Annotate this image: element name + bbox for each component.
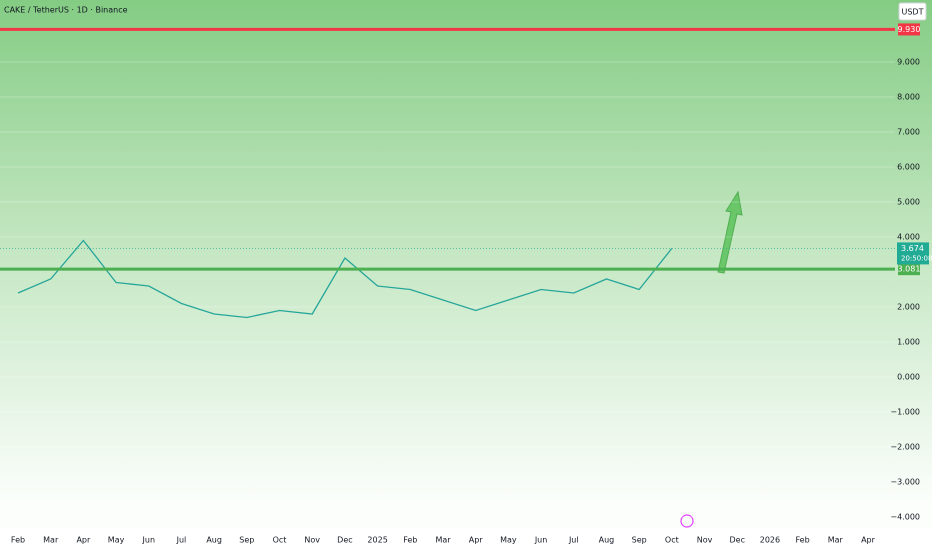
- arrow: [717, 190, 743, 274]
- y-tick-label: 5.000: [897, 197, 920, 206]
- x-tick-label: Jul: [176, 536, 187, 545]
- countdown: 20:50:08: [901, 254, 932, 262]
- x-tick-label: Oct: [665, 536, 679, 545]
- x-tick-label: Jun: [534, 536, 548, 545]
- x-tick-label: Nov: [697, 536, 713, 545]
- level-label: 9.930: [898, 25, 921, 34]
- chart-title: CAKE / TetherUS · 1D · Binance: [4, 6, 128, 15]
- y-tick-label: −1.000: [890, 408, 920, 417]
- time-axis: [0, 528, 932, 550]
- y-tick-label: 0.000: [897, 373, 920, 382]
- x-tick-label: Dec: [729, 536, 744, 545]
- x-tick-label: Jul: [568, 536, 579, 545]
- x-tick-label: Jun: [142, 536, 156, 545]
- price-line: [17, 239, 673, 319]
- currency-box[interactable]: [898, 2, 927, 21]
- x-tick-label: Aug: [599, 536, 615, 545]
- x-tick-label: Sep: [632, 536, 647, 545]
- y-tick-label: 2.000: [897, 302, 920, 311]
- x-tick-label: Apr: [76, 536, 91, 545]
- x-tick-label: Feb: [403, 536, 417, 545]
- level-label-box: [898, 23, 920, 36]
- x-tick-label: Nov: [304, 536, 320, 545]
- x-tick-label: Aug: [206, 536, 222, 545]
- x-tick-label: Apr: [861, 536, 876, 545]
- x-tick-label: Feb: [796, 536, 810, 545]
- x-tick-label: 2025: [367, 536, 387, 545]
- x-tick-label: Mar: [43, 536, 59, 545]
- level-label: 3.081: [898, 265, 921, 274]
- y-tick-label: 1.000: [897, 338, 920, 347]
- y-tick-label: 8.000: [897, 92, 920, 101]
- x-tick-label: Feb: [11, 536, 25, 545]
- y-tick-label: −2.000: [890, 443, 920, 452]
- y-tick-label: −3.000: [890, 478, 920, 487]
- y-tick-label: 7.000: [897, 127, 920, 136]
- y-tick-label: 4.000: [897, 232, 920, 241]
- level-label-box: [898, 263, 920, 276]
- x-tick-label: Mar: [828, 536, 844, 545]
- x-tick-label: May: [500, 536, 517, 545]
- y-tick-label: 9.000: [897, 57, 920, 66]
- last-price-label: 3.674: [901, 244, 924, 253]
- x-tick-label: Apr: [469, 536, 484, 545]
- x-tick-label: Sep: [239, 536, 254, 545]
- x-tick-label: Dec: [337, 536, 352, 545]
- y-tick-label: −4.000: [890, 513, 920, 522]
- x-tick-label: May: [108, 536, 125, 545]
- event-icon[interactable]: [680, 514, 694, 528]
- last-price-box: [897, 242, 929, 265]
- currency[interactable]: USDT: [902, 8, 924, 17]
- y-tick-label: 6.000: [897, 162, 920, 171]
- plot-background: [0, 0, 895, 528]
- x-tick-label: Mar: [435, 536, 451, 545]
- x-tick-label: Oct: [273, 536, 287, 545]
- x-tick-label: 2026: [760, 536, 780, 545]
